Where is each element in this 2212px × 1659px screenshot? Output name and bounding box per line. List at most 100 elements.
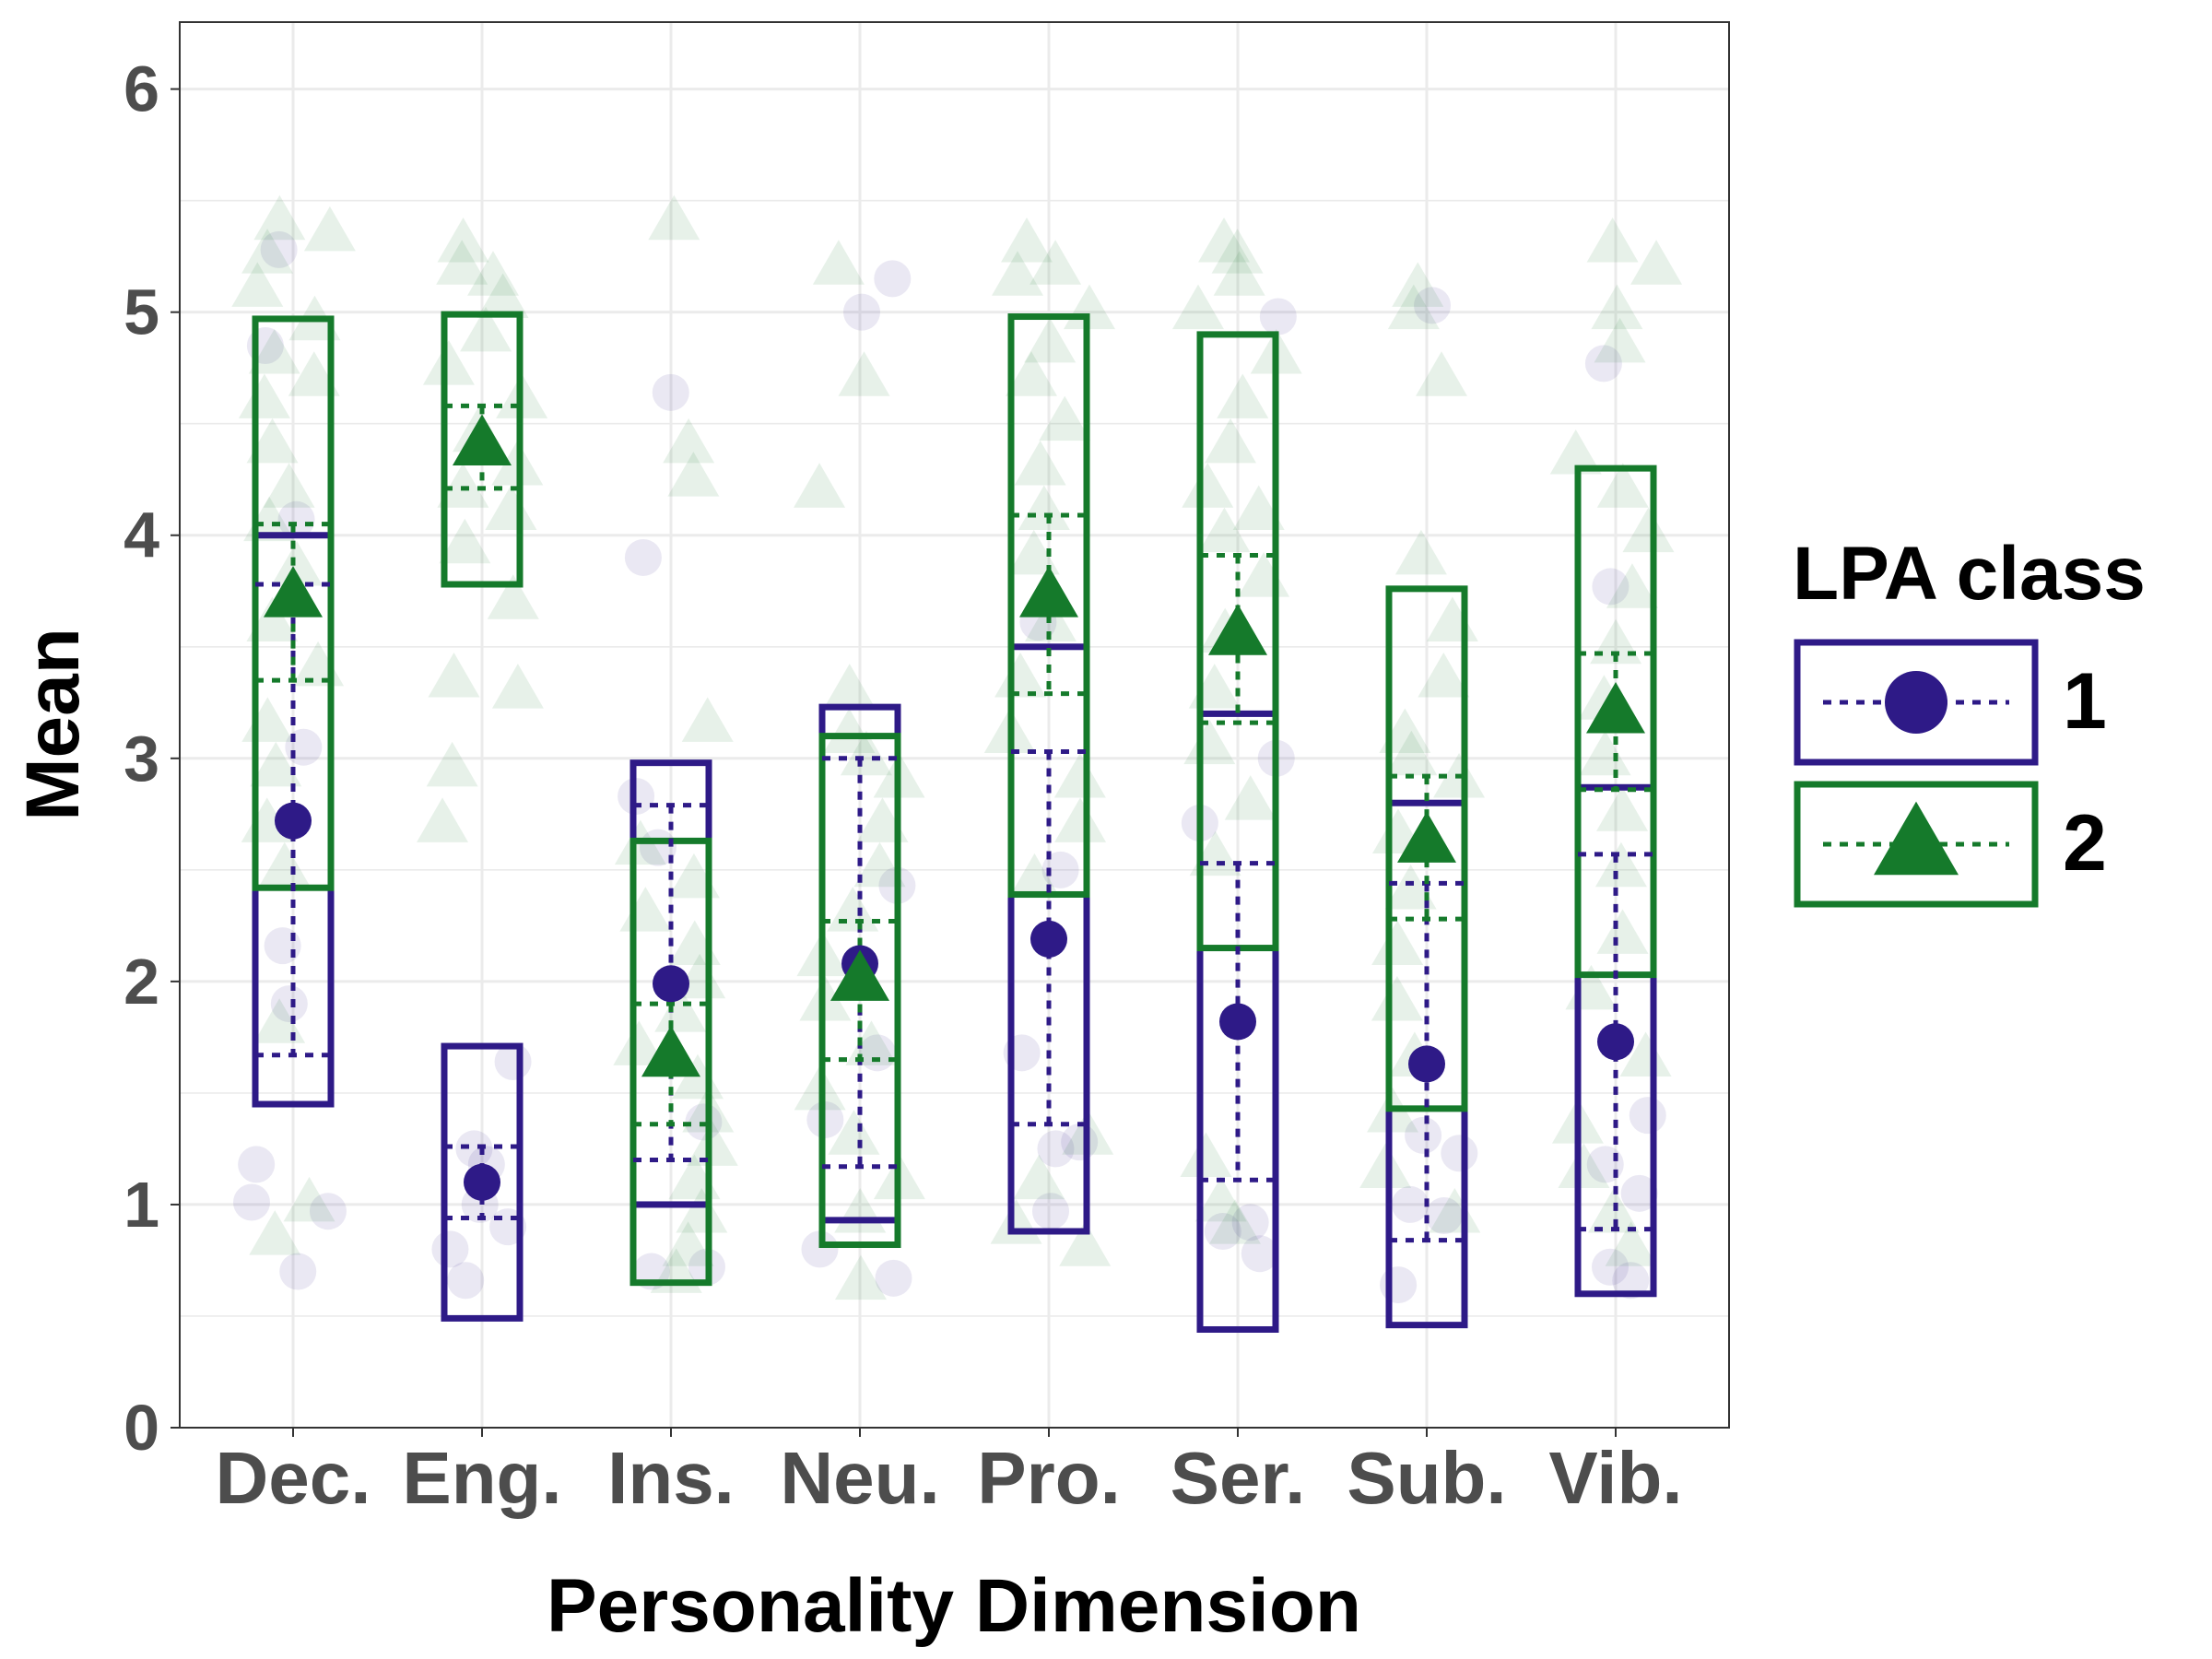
- raw-point-triangle: [253, 194, 306, 241]
- raw-point-triangle: [1605, 1221, 1657, 1266]
- raw-point-circle: [1591, 1248, 1629, 1286]
- x-tick-label: Ins.: [607, 1437, 735, 1519]
- raw-point-triangle: [840, 730, 892, 776]
- mean-marker-triangle: [1208, 604, 1267, 655]
- raw-point-triangle: [613, 1020, 665, 1065]
- raw-point-triangle: [812, 240, 865, 285]
- y-axis: 0 1 2 3 4 5 6: [124, 53, 180, 1464]
- raw-point-triangle: [253, 998, 306, 1043]
- range-box: [441, 311, 524, 588]
- raw-point-triangle: [467, 251, 520, 296]
- legend-keys: 12: [1794, 639, 2107, 908]
- raw-point-circle: [874, 260, 912, 298]
- raw-point-circle: [1380, 1266, 1418, 1304]
- raw-point-circle: [1441, 1135, 1478, 1172]
- raw-point-triangle: [417, 797, 469, 842]
- raw-point-triangle: [823, 664, 876, 709]
- raw-point-triangle: [853, 841, 906, 888]
- raw-point-triangle: [1018, 485, 1070, 530]
- raw-point-circle: [1592, 568, 1630, 606]
- raw-point-circle: [1584, 345, 1622, 382]
- raw-point-triangle: [1594, 317, 1646, 363]
- x-axis-title: Personality Dimension: [547, 1564, 1361, 1648]
- mean-marker-circle: [1030, 920, 1067, 958]
- raw-point-circle: [1392, 1185, 1430, 1223]
- legend-key-circle: [1885, 671, 1947, 734]
- raw-point-triangle: [1558, 1143, 1610, 1189]
- raw-point-circle: [652, 373, 689, 411]
- x-tick-label: Dec.: [216, 1437, 371, 1519]
- raw-point-circle: [1037, 1130, 1075, 1168]
- raw-point-triangle: [238, 373, 290, 418]
- raw-point-triangle: [1053, 752, 1106, 798]
- raw-point-circle: [1414, 287, 1452, 324]
- raw-point-circle: [1620, 1174, 1658, 1212]
- raw-point-triangle: [1591, 284, 1643, 330]
- raw-point-triangle: [263, 463, 315, 508]
- raw-point-triangle: [992, 251, 1044, 296]
- legend: LPA class 12: [1793, 532, 2146, 908]
- raw-point-triangle: [246, 596, 299, 641]
- raw-point-triangle: [248, 329, 300, 374]
- raw-point-triangle: [1208, 1199, 1261, 1244]
- raw-point-triangle: [485, 485, 537, 530]
- raw-point-triangle: [436, 240, 488, 285]
- raw-point-circle: [858, 1034, 896, 1072]
- raw-point-triangle: [994, 653, 1047, 698]
- raw-point-triangle: [1384, 864, 1437, 910]
- plot-panel-border: [179, 21, 1730, 1429]
- raw-point-triangle: [241, 229, 294, 274]
- raw-point-circle: [1031, 1193, 1069, 1230]
- raw-point-triangle: [1418, 653, 1470, 698]
- raw-point-triangle: [1180, 1132, 1232, 1177]
- raw-point-triangle: [1622, 507, 1675, 553]
- raw-point-circle: [285, 728, 323, 766]
- raw-point-triangle: [460, 306, 512, 352]
- raw-point-triangle: [246, 418, 299, 464]
- raw-point-circle: [801, 1230, 839, 1268]
- raw-point-triangle: [686, 1121, 738, 1166]
- raw-point-circle: [455, 1130, 493, 1168]
- mean-marker-circle: [1408, 1045, 1445, 1083]
- raw-point-triangle: [1007, 529, 1060, 575]
- raw-point-triangle: [663, 418, 715, 464]
- raw-point-circle: [1425, 1197, 1463, 1235]
- raw-point-triangle: [1171, 284, 1224, 330]
- raw-point-triangle: [1596, 463, 1649, 508]
- x-tick-label: Pro.: [977, 1437, 1121, 1519]
- range-box: [1007, 643, 1090, 1235]
- raw-point-triangle: [1213, 251, 1265, 296]
- raw-point-circle: [309, 1193, 347, 1230]
- raw-point-triangle: [1198, 217, 1251, 263]
- raw-point-circle: [1629, 1097, 1666, 1135]
- raw-point-triangle: [662, 1221, 714, 1266]
- y-tick-label: 2: [124, 946, 159, 1018]
- raw-point-triangle: [1387, 284, 1440, 330]
- range-box: [1385, 585, 1468, 1112]
- raw-point-triangle: [1392, 262, 1444, 307]
- raw-point-triangle: [1594, 841, 1647, 888]
- raw-point-triangle: [1024, 317, 1077, 363]
- raw-point-triangle: [828, 1110, 880, 1155]
- x-tick-label: Neu.: [780, 1437, 939, 1519]
- raw-point-triangle: [648, 194, 700, 241]
- mean-marker-triangle: [264, 566, 323, 618]
- raw-point-triangle: [1630, 240, 1683, 285]
- raw-point-triangle: [1205, 418, 1257, 464]
- raw-point-triangle: [1054, 797, 1107, 842]
- mean-marker-triangle: [453, 414, 512, 465]
- raw-point-circle: [447, 1262, 485, 1300]
- raw-point-triangle: [1014, 441, 1066, 486]
- range-box: [441, 1042, 524, 1322]
- raw-point-circle: [277, 500, 315, 538]
- mean-marker-triangle: [1019, 566, 1078, 618]
- raw-point-triangle: [1619, 1031, 1672, 1077]
- y-tick-label: 0: [124, 1392, 159, 1464]
- y-tick-label: 3: [124, 723, 159, 794]
- raw-point-triangle: [1006, 351, 1058, 396]
- plot-background: [180, 22, 1729, 1428]
- raw-point-circle: [1231, 1204, 1269, 1241]
- x-tick-label: Vib.: [1548, 1437, 1682, 1519]
- y-tick-label: 4: [124, 500, 159, 571]
- raw-point-circle: [264, 927, 301, 965]
